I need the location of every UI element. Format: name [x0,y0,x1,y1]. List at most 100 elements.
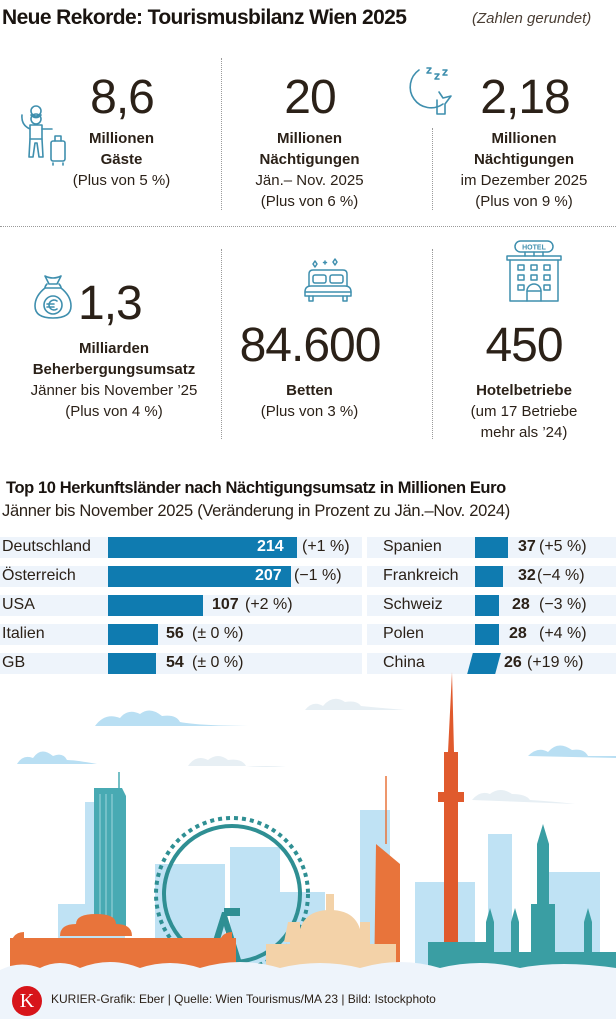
stat-change: (Plus von 5 %) [72,172,171,189]
bar [467,653,501,674]
stat-change: (Plus von 9 %) [475,193,573,210]
stat-change: mehr als ’24) [480,424,568,441]
table-row: Polen 28 (+4 %) [367,624,616,645]
table-row: Italien 56 (± 0 %) [0,624,362,645]
stat-label: Beherbergungsumsatz [32,361,196,378]
stat-label-revenue: Milliarden Beherbergungsumsatz Jänner bi… [5,338,223,422]
country-label: Polen [383,625,424,642]
bar-value: 207 [255,567,282,584]
stat-unit: Millionen [491,130,557,147]
change-label: (+5 %) [539,538,587,555]
stat-label: Hotelbetriebe [476,382,572,399]
change-label: (+1 %) [302,538,350,555]
bed-icon [303,258,353,304]
stat-unit: Millionen [277,130,342,147]
divider-vertical [221,58,222,210]
change-label: (± 0 %) [192,654,244,671]
stat-label-guests: Millionen Gäste (Plus von 5 %) [44,128,199,191]
stat-change: (Plus von 3 %) [260,403,359,420]
bar-value: 28 [512,596,530,613]
stat-unit: Milliarden [78,340,149,357]
stat-label: Betten [286,382,333,399]
country-label: Schweiz [383,596,443,613]
country-label: China [383,654,425,671]
table-row: GB 54 (± 0 %) [0,653,362,674]
bar-value: 56 [166,625,184,642]
stat-value-nights: 20 [284,71,336,124]
stat-label-nights: Millionen Nächtigungen Jän.– Nov. 2025 (… [232,128,387,212]
bar [108,595,203,616]
stat-change: (Plus von 4 %) [65,403,163,420]
sleeping-moon-icon [405,64,461,120]
divider-vertical [221,249,222,439]
table-row: Österreich 207 (−1 %) [0,566,362,587]
change-label: (+19 %) [527,654,584,671]
change-label: (−4 %) [537,567,585,584]
value-label: 26 [504,654,522,672]
bar [475,624,499,645]
change-label: (−3 %) [539,596,587,613]
traveller-icon [18,103,72,167]
value-label: 32 [518,567,536,585]
country-label: GB [2,654,26,671]
table-row: Frankreich 32 (−4 %) [367,566,616,587]
stat-label-hotels: Hotelbetriebe (um 17 Betriebe mehr als ’… [444,380,604,443]
table-row: China 26 (+19 %) [367,653,616,674]
footer [0,984,616,1019]
kurier-logo: K [12,986,42,1016]
country-label: Frankreich [383,567,459,584]
country-label: Spanien [383,538,442,555]
stat-change: (Plus von 6 %) [260,193,359,210]
value-label: 54 [166,654,184,672]
country-label: USA [2,596,35,613]
value-label: 28 [509,625,527,643]
title-note: (Zahlen gerundet) [472,10,592,27]
source-credit: KURIER-Grafik: Eber | Quelle: Wien Touri… [51,992,436,1006]
stat-label-nights-december: Millionen Nächtigungen im Dezember 2025 … [444,128,604,212]
money-bag-euro-icon [33,274,73,320]
change-label: (+2 %) [245,596,293,613]
change-label: (−1 %) [294,567,342,584]
bar [108,624,158,645]
stat-change: (um 17 Betriebe [470,403,578,420]
table-row: Deutschland 214 (+1 %) [0,537,362,558]
country-label: Österreich [2,567,76,584]
country-label: Italien [2,625,45,642]
bar [475,566,503,587]
stat-label: Nächtigungen [474,151,574,168]
bar-value: 28 [509,625,527,642]
stat-period: Jän.– Nov. 2025 [255,172,364,189]
divider-horizontal [0,226,616,227]
bar [475,595,499,616]
vienna-skyline-illustration [0,672,616,984]
bar-value: 32 [518,567,536,584]
change-label: (± 0 %) [192,625,244,642]
chart-subtitle: Jänner bis November 2025 (Veränderung in… [2,502,510,520]
stat-value-revenue: 1,3 [78,277,143,330]
bar [108,566,291,587]
stat-period: Jänner bis November ’25 [30,382,198,399]
stat-period: im Dezember 2025 [460,172,588,189]
change-label: (+4 %) [539,625,587,642]
bar-value: 54 [166,654,184,671]
chart-title: Top 10 Herkunftsländer nach Nächtigungsu… [6,479,506,497]
stat-label: Nächtigungen [259,151,360,168]
bar [475,537,508,558]
bar-value: 214 [257,538,284,555]
bar [108,653,156,674]
table-row: USA 107 (+2 %) [0,595,362,616]
country-label: Deutschland [2,538,91,555]
table-row: Spanien 37 (+5 %) [367,537,616,558]
bar [108,537,297,558]
stat-label-beds: Betten (Plus von 3 %) [232,380,387,422]
bar-value: 107 [212,596,239,613]
value-label: 107 [212,596,239,614]
divider-vertical [432,128,433,210]
stat-value-guests: 8,6 [90,71,155,124]
page-title: Neue Rekorde: Tourismusbilanz Wien 2025 [2,6,407,29]
stat-value-beds: 84.600 [239,319,382,372]
stat-value-hotels: 450 [485,319,563,372]
stat-label: Gäste [100,151,143,168]
value-label: 28 [512,596,530,614]
divider-vertical [432,249,433,439]
